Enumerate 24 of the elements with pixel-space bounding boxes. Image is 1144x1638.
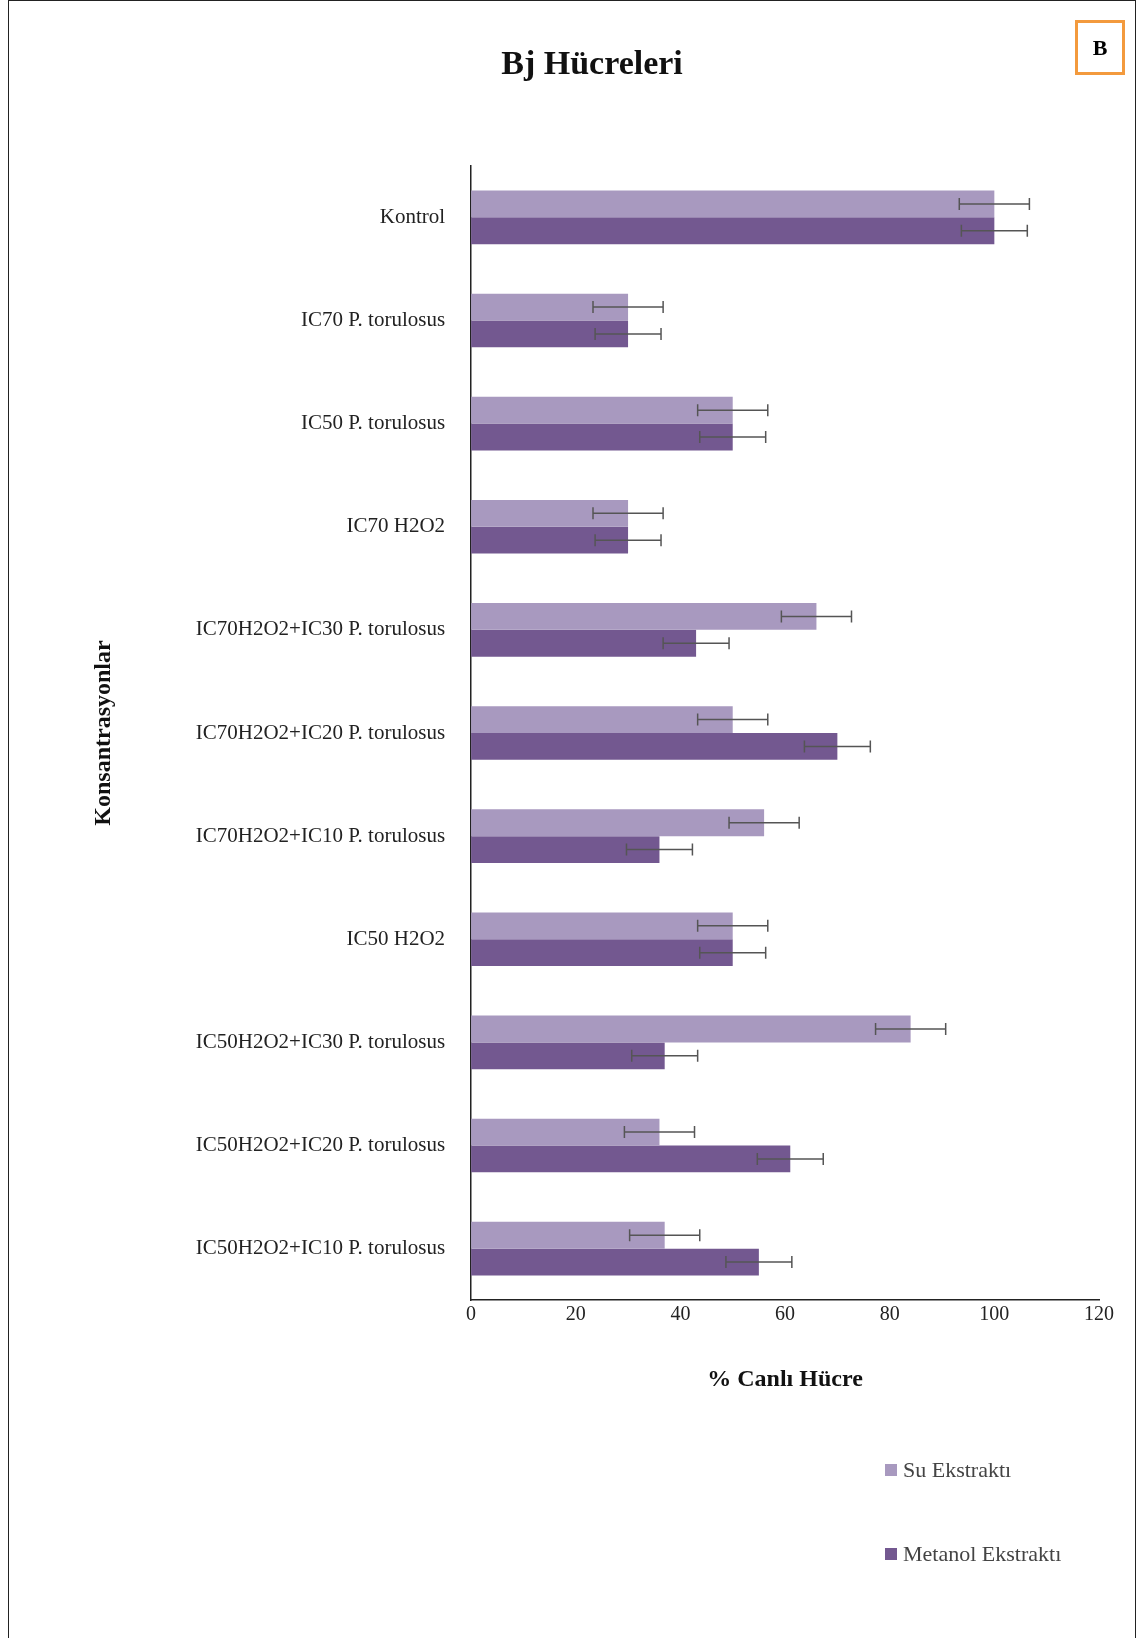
- y-tick-label: IC70H2O2+IC20 P. torulosus: [195, 719, 446, 744]
- x-axis-title: % Canlı Hücre: [707, 1364, 864, 1391]
- y-tick-label: IC70H2O2+IC10 P. torulosus: [195, 822, 446, 847]
- legend-label: Metanol Ekstraktı: [903, 1541, 1062, 1567]
- y-axis-title: Konsantrasyonlar: [88, 639, 115, 826]
- legend-label: Su Ekstraktı: [903, 1457, 1012, 1483]
- x-tick-label: 20: [565, 1302, 586, 1325]
- x-tick-label: 120: [1084, 1302, 1114, 1325]
- y-tick-label: IC50H2O2+IC30 P. torulosus: [195, 1028, 446, 1053]
- y-tick-label: IC50 H2O2: [346, 925, 446, 950]
- y-tick-label: IC50H2O2+IC20 P. torulosus: [195, 1132, 446, 1157]
- y-tick-label: IC70H2O2+IC30 P. torulosus: [195, 616, 446, 641]
- x-tick-label: 80: [879, 1302, 900, 1325]
- x-tick-label: 60: [775, 1302, 796, 1325]
- y-tick-label: IC70 H2O2: [346, 513, 446, 538]
- y-tick-label: IC50H2O2+IC10 P. torulosus: [195, 1235, 446, 1260]
- x-tick-label: 40: [670, 1302, 691, 1325]
- y-tick-label: IC50 P. torulosus: [300, 410, 446, 435]
- chart-title: Bj Hücreleri: [501, 44, 683, 82]
- x-tick-label: 0: [466, 1302, 477, 1325]
- text: B: [1075, 20, 1125, 75]
- x-tick-label: 100: [979, 1302, 1010, 1325]
- y-tick-label: IC70 P. torulosus: [300, 307, 446, 332]
- y-tick-label: Kontrol: [379, 203, 446, 228]
